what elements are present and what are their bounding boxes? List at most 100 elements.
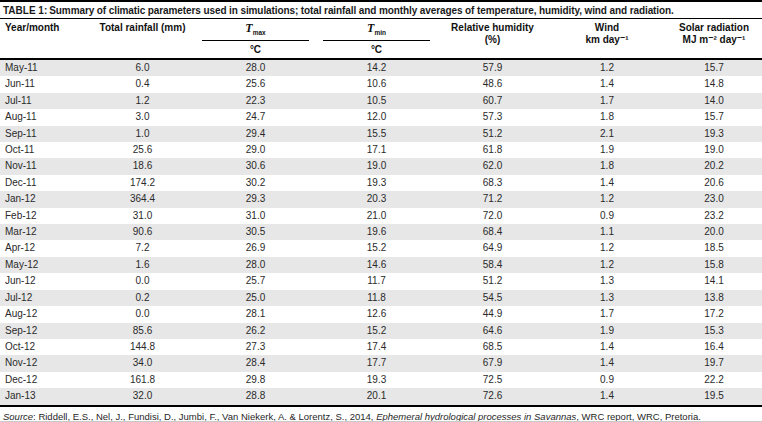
cell-wind: 1.2	[548, 191, 666, 207]
table-figure: TABLE 1:Summary of climatic parameters u…	[0, 0, 762, 422]
cell-total-rainfall: 7.2	[90, 240, 195, 256]
table-row: Mar-1290.630.519.668.41.120.0	[0, 224, 762, 240]
cell-relative-humidity: 71.2	[437, 191, 548, 207]
table-row: Feb-1231.031.021.072.00.923.2	[0, 208, 762, 224]
cell-total-rainfall: 6.0	[90, 59, 195, 76]
column-header-solar-radiation: Solar radiation MJ m⁻² day⁻¹	[666, 19, 762, 59]
cell-relative-humidity: 72.0	[437, 208, 548, 224]
cell-solar-radiation: 19.5	[666, 388, 762, 405]
relative-humidity-label: Relative humidity	[437, 22, 548, 34]
solar-radiation-unit: MJ m⁻² day⁻¹	[666, 34, 762, 46]
cell-tmax: 28.0	[195, 59, 316, 76]
cell-year-month: Aug-11	[0, 109, 90, 125]
cell-year-month: Oct-11	[0, 142, 90, 158]
cell-solar-radiation: 13.8	[666, 290, 762, 306]
cell-tmax: 30.5	[195, 224, 316, 240]
cell-relative-humidity: 44.9	[437, 306, 548, 322]
cell-relative-humidity: 60.7	[437, 93, 548, 109]
cell-year-month: Aug-12	[0, 306, 90, 322]
table-row: Aug-120.028.112.644.91.717.2	[0, 306, 762, 322]
cell-wind: 1.9	[548, 142, 666, 158]
cell-relative-humidity: 48.6	[437, 76, 548, 92]
table-row: Dec-11174.230.219.368.31.420.6	[0, 175, 762, 191]
source-note: Source: Riddell, E.S., Nel, J., Fundisi,…	[0, 407, 762, 422]
cell-tmin: 20.1	[316, 388, 437, 405]
table-row: Jul-111.222.310.560.71.714.0	[0, 93, 762, 109]
cell-year-month: Jan-13	[0, 388, 90, 405]
table-row: Oct-12144.827.317.468.51.416.4	[0, 339, 762, 355]
cell-total-rainfall: 0.0	[90, 306, 195, 322]
cell-relative-humidity: 57.9	[437, 59, 548, 76]
tmin-symbol: Tmin	[323, 22, 429, 41]
wind-label: Wind	[548, 22, 666, 34]
cell-year-month: Apr-12	[0, 240, 90, 256]
cell-tmin: 14.6	[316, 257, 437, 273]
cell-total-rainfall: 1.2	[90, 93, 195, 109]
tmax-unit: °C	[195, 41, 316, 56]
cell-year-month: Jan-12	[0, 191, 90, 207]
cell-solar-radiation: 23.2	[666, 208, 762, 224]
cell-year-month: Nov-12	[0, 355, 90, 371]
cell-total-rainfall: 1.6	[90, 257, 195, 273]
cell-year-month: Dec-12	[0, 372, 90, 388]
cell-relative-humidity: 68.3	[437, 175, 548, 191]
cell-solar-radiation: 23.0	[666, 191, 762, 207]
cell-wind: 1.2	[548, 59, 666, 76]
table-row: Sep-1285.626.215.264.61.915.3	[0, 323, 762, 339]
cell-relative-humidity: 68.5	[437, 339, 548, 355]
column-header-total-rainfall: Total rainfall (mm)	[90, 19, 195, 59]
cell-total-rainfall: 1.0	[90, 126, 195, 142]
cell-wind: 1.9	[548, 323, 666, 339]
table-row: Nov-1118.630.619.062.01.820.2	[0, 158, 762, 174]
cell-year-month: Oct-12	[0, 339, 90, 355]
cell-solar-radiation: 14.1	[666, 273, 762, 289]
column-header-relative-humidity: Relative humidity (%)	[437, 19, 548, 59]
cell-tmax: 28.0	[195, 257, 316, 273]
table-row: Jan-12364.429.320.371.21.223.0	[0, 191, 762, 207]
cell-year-month: Jun-11	[0, 76, 90, 92]
cell-tmax: 24.7	[195, 109, 316, 125]
cell-relative-humidity: 72.6	[437, 388, 548, 405]
cell-tmin: 17.4	[316, 339, 437, 355]
cell-relative-humidity: 72.5	[437, 372, 548, 388]
cell-total-rainfall: 0.2	[90, 290, 195, 306]
cell-tmax: 25.6	[195, 76, 316, 92]
cell-wind: 0.9	[548, 208, 666, 224]
cell-total-rainfall: 85.6	[90, 323, 195, 339]
cell-wind: 1.2	[548, 240, 666, 256]
cell-relative-humidity: 61.8	[437, 142, 548, 158]
cell-wind: 1.1	[548, 224, 666, 240]
cell-wind: 1.4	[548, 355, 666, 371]
wind-unit: km day⁻¹	[548, 34, 666, 46]
cell-tmin: 15.2	[316, 240, 437, 256]
source-report-title: Ephemeral hydrological processes in Sava…	[376, 411, 576, 422]
cell-tmax: 25.7	[195, 273, 316, 289]
cell-tmin: 11.8	[316, 290, 437, 306]
solar-radiation-label: Solar radiation	[666, 22, 762, 34]
table-row: Sep-111.029.415.551.22.119.3	[0, 126, 762, 142]
table-row: Jul-120.225.011.854.51.313.8	[0, 290, 762, 306]
column-header-tmax: Tmax °C	[195, 19, 316, 59]
cell-solar-radiation: 19.0	[666, 142, 762, 158]
tmin-subscript: min	[374, 29, 386, 36]
cell-tmax: 26.9	[195, 240, 316, 256]
table-body: May-116.028.014.257.91.215.7Jun-110.425.…	[0, 59, 762, 406]
column-header-wind: Wind km day⁻¹	[548, 19, 666, 59]
table-row: Jan-1332.028.820.172.61.419.5	[0, 388, 762, 405]
tmin-unit: °C	[316, 41, 437, 56]
cell-year-month: Mar-12	[0, 224, 90, 240]
climate-table: Year/month Total rainfall (mm) Tmax °C T…	[0, 19, 762, 407]
cell-relative-humidity: 57.3	[437, 109, 548, 125]
cell-tmin: 19.3	[316, 175, 437, 191]
cell-relative-humidity: 54.5	[437, 290, 548, 306]
cell-tmax: 27.3	[195, 339, 316, 355]
cell-solar-radiation: 15.8	[666, 257, 762, 273]
cell-year-month: May-11	[0, 59, 90, 76]
cell-solar-radiation: 18.5	[666, 240, 762, 256]
table-row: Apr-127.226.915.264.91.218.5	[0, 240, 762, 256]
cell-tmax: 26.2	[195, 323, 316, 339]
column-header-year-month: Year/month	[0, 19, 90, 59]
table-row: Nov-1234.028.417.767.91.419.7	[0, 355, 762, 371]
cell-relative-humidity: 67.9	[437, 355, 548, 371]
cell-solar-radiation: 16.4	[666, 339, 762, 355]
